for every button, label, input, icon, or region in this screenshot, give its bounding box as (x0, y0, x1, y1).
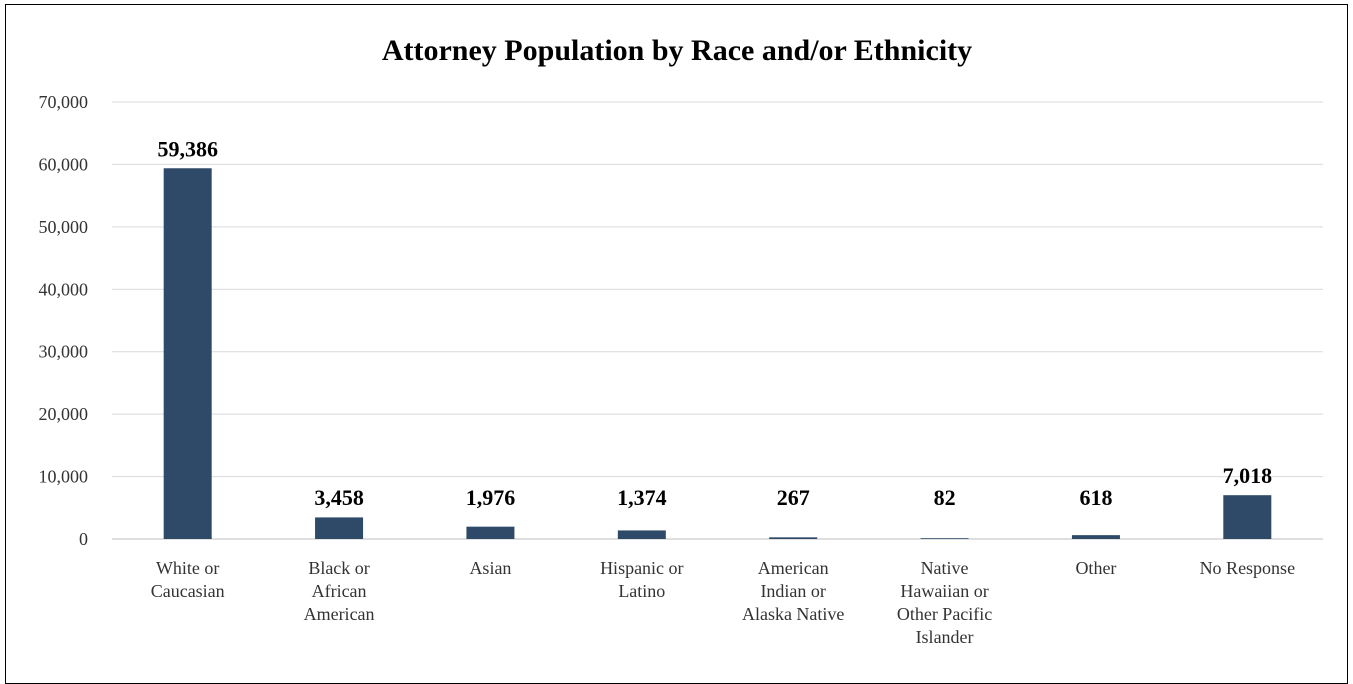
y-tick-label: 20,000 (39, 404, 89, 424)
bars (163, 168, 1272, 539)
chart-frame (5, 4, 1348, 684)
y-tick-label: 50,000 (39, 217, 89, 237)
data-label: 1,374 (617, 485, 667, 510)
x-axis-ticks: White or Caucasian Black or African American… (151, 558, 1295, 647)
bar (920, 538, 969, 539)
bar (315, 517, 364, 539)
data-label: 267 (777, 485, 810, 510)
x-tick-label: Black or African American (304, 558, 375, 624)
bar (1223, 495, 1272, 539)
data-label: 59,386 (157, 136, 218, 161)
x-tick-label: Other (1075, 558, 1116, 578)
y-tick-label: 0 (79, 529, 88, 549)
bar (769, 537, 818, 539)
bar (1071, 535, 1120, 539)
y-tick-label: 30,000 (39, 342, 89, 362)
x-tick-label: Asian (469, 558, 511, 578)
y-tick-label: 10,000 (39, 467, 89, 487)
data-labels: 59,386 3,458 1,976 1,374 267 82 618 7,018 (157, 136, 1272, 510)
x-tick-label: White or Caucasian (151, 558, 225, 601)
y-tick-label: 40,000 (39, 279, 89, 299)
data-label: 3,458 (314, 485, 364, 510)
data-label: 82 (934, 485, 956, 510)
data-label: 1,976 (466, 485, 516, 510)
y-tick-label: 70,000 (39, 92, 89, 112)
gridlines (112, 101, 1323, 540)
bar (163, 168, 212, 539)
x-tick-label: American Indian or Alaska Native (742, 558, 844, 624)
chart-title: Attorney Population by Race and/or Ethni… (382, 34, 972, 67)
y-tick-label: 60,000 (39, 154, 89, 174)
x-tick-label: Native Hawaiian or Other Pacific Islander (897, 558, 992, 647)
data-label: 7,018 (1223, 463, 1273, 488)
y-axis-ticks: 0 10,000 20,000 30,000 40,000 50,000 60,000 70,… (39, 92, 89, 549)
data-label: 618 (1079, 485, 1112, 510)
bar (466, 526, 515, 539)
x-tick-label: Hispanic or Latino (600, 558, 683, 601)
bar (617, 530, 666, 539)
x-tick-label: No Response (1200, 558, 1296, 578)
